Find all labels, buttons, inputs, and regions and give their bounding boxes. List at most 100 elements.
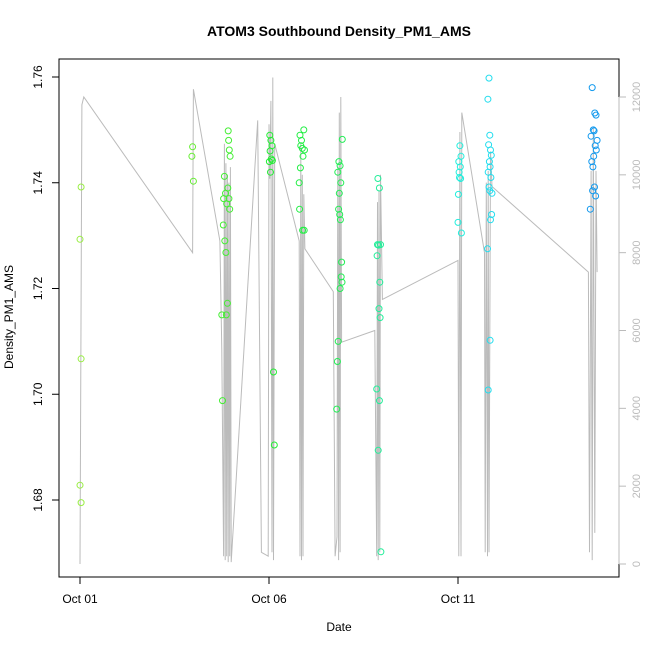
data-point bbox=[335, 189, 343, 197]
data-point bbox=[300, 226, 308, 234]
data-point bbox=[334, 168, 342, 176]
data-point bbox=[456, 163, 464, 171]
line-series bbox=[79, 77, 598, 565]
right-tick-label: 4000 bbox=[631, 396, 643, 420]
data-point bbox=[226, 205, 234, 213]
data-point bbox=[301, 146, 308, 154]
data-point bbox=[267, 168, 274, 176]
data-point bbox=[376, 314, 384, 322]
data-point bbox=[225, 195, 233, 203]
data-point bbox=[222, 311, 230, 319]
data-point bbox=[265, 158, 273, 166]
x-axis-label: Date bbox=[326, 620, 352, 634]
data-point bbox=[219, 397, 226, 405]
data-point bbox=[454, 218, 462, 226]
data-point bbox=[222, 249, 230, 256]
data-point bbox=[592, 111, 600, 119]
data-point bbox=[333, 358, 341, 365]
right-tick-label: 12000 bbox=[631, 82, 643, 113]
data-point bbox=[270, 441, 278, 449]
data-point bbox=[487, 151, 495, 159]
data-point bbox=[457, 175, 465, 182]
data-point bbox=[220, 172, 228, 180]
data-point bbox=[588, 84, 596, 92]
right-tick-label: 0 bbox=[631, 561, 643, 567]
data-point bbox=[589, 187, 597, 195]
data-point bbox=[338, 135, 346, 143]
data-point bbox=[484, 95, 492, 103]
data-point bbox=[488, 189, 496, 197]
data-point bbox=[484, 245, 491, 253]
data-point bbox=[336, 285, 344, 292]
x-axis: Oct 01 Oct 06 Oct 11 bbox=[62, 576, 476, 606]
right-axis: 0 2000 4000 6000 8000 10000 12000 bbox=[618, 82, 643, 567]
right-tick-label: 8000 bbox=[631, 240, 643, 264]
data-point bbox=[338, 258, 346, 266]
data-point bbox=[77, 499, 85, 507]
y-tick-label: 1.70 bbox=[31, 382, 45, 406]
data-point bbox=[487, 174, 495, 181]
line-series-path bbox=[79, 77, 598, 565]
data-point bbox=[589, 163, 597, 171]
data-point bbox=[456, 142, 464, 150]
right-tick-label: 6000 bbox=[631, 318, 643, 342]
data-point bbox=[377, 548, 385, 556]
data-point bbox=[592, 146, 600, 154]
data-point bbox=[189, 143, 197, 151]
data-point bbox=[587, 132, 595, 140]
y-axis-label: Density_PM1_AMS bbox=[2, 265, 16, 369]
right-tick-label: 2000 bbox=[631, 474, 643, 498]
data-point bbox=[334, 337, 342, 345]
data-point bbox=[268, 157, 276, 164]
data-point bbox=[221, 237, 229, 245]
data-point bbox=[374, 175, 382, 182]
x-tick-label: Oct 01 bbox=[62, 592, 98, 606]
data-point bbox=[336, 216, 344, 224]
data-point bbox=[335, 205, 343, 213]
data-point bbox=[485, 74, 493, 82]
chart-title: ATOM3 Southbound Density_PM1_AMS bbox=[207, 23, 471, 39]
data-point bbox=[226, 152, 234, 160]
data-point bbox=[591, 183, 598, 191]
data-point bbox=[337, 179, 345, 187]
data-point bbox=[224, 127, 232, 135]
data-point bbox=[588, 158, 596, 166]
data-point bbox=[375, 397, 383, 405]
data-point bbox=[296, 205, 304, 213]
data-point bbox=[218, 311, 226, 319]
point-series bbox=[76, 74, 601, 556]
data-point bbox=[223, 299, 231, 307]
data-point bbox=[485, 183, 493, 191]
data-point bbox=[333, 405, 341, 413]
data-point bbox=[486, 131, 494, 139]
data-point bbox=[337, 273, 345, 281]
data-point bbox=[225, 146, 233, 154]
data-point bbox=[591, 142, 599, 150]
y-tick-label: 1.76 bbox=[31, 65, 45, 89]
y-axis: 1.68 1.70 1.72 1.74 1.76 bbox=[31, 65, 60, 512]
data-point bbox=[457, 229, 465, 237]
data-point bbox=[300, 126, 308, 134]
data-point bbox=[486, 336, 494, 344]
data-point bbox=[590, 127, 598, 135]
data-point bbox=[296, 164, 304, 172]
data-point bbox=[189, 177, 197, 185]
data-point bbox=[454, 190, 462, 198]
data-point bbox=[589, 126, 597, 134]
data-point bbox=[224, 184, 232, 192]
data-point bbox=[455, 168, 463, 176]
data-point bbox=[77, 355, 85, 363]
data-point bbox=[266, 147, 274, 155]
data-point bbox=[266, 131, 274, 139]
data-point bbox=[375, 184, 383, 192]
data-point bbox=[76, 235, 84, 243]
x-tick-label: Oct 11 bbox=[441, 592, 476, 606]
y-tick-label: 1.68 bbox=[31, 488, 45, 512]
data-point bbox=[77, 183, 85, 191]
data-point bbox=[298, 144, 306, 152]
data-point bbox=[225, 136, 233, 144]
data-point bbox=[299, 152, 307, 160]
data-point bbox=[375, 305, 383, 313]
data-point bbox=[377, 241, 384, 249]
